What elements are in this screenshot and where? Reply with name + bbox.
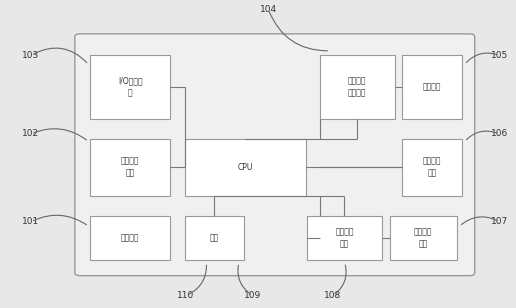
Text: 104: 104 — [260, 5, 277, 14]
Text: 101: 101 — [22, 217, 40, 226]
Text: 数据同步
匹配模块: 数据同步 匹配模块 — [348, 77, 366, 97]
FancyBboxPatch shape — [185, 139, 306, 196]
Text: 运动控制
单元: 运动控制 单元 — [335, 228, 353, 248]
FancyBboxPatch shape — [320, 55, 395, 119]
FancyBboxPatch shape — [307, 216, 382, 260]
Text: 105: 105 — [491, 51, 508, 60]
Text: 102: 102 — [22, 129, 40, 139]
Text: 伺服驱动
模块: 伺服驱动 模块 — [414, 228, 432, 248]
Text: 存储单元: 存储单元 — [423, 83, 441, 91]
FancyBboxPatch shape — [90, 55, 170, 119]
FancyBboxPatch shape — [75, 34, 475, 276]
FancyBboxPatch shape — [90, 139, 170, 196]
Text: I/O接口模
块: I/O接口模 块 — [118, 77, 142, 97]
FancyBboxPatch shape — [90, 216, 170, 260]
FancyBboxPatch shape — [402, 139, 462, 196]
Text: 110: 110 — [177, 291, 195, 300]
Text: 视频接口
模块: 视频接口 模块 — [121, 157, 139, 177]
Text: 时钟: 时钟 — [210, 233, 219, 242]
Text: 通信接口
模块: 通信接口 模块 — [423, 157, 441, 177]
Text: 107: 107 — [491, 217, 508, 226]
Text: 109: 109 — [244, 291, 262, 300]
FancyBboxPatch shape — [402, 55, 462, 119]
FancyBboxPatch shape — [390, 216, 457, 260]
Text: CPU: CPU — [238, 163, 253, 172]
Text: 103: 103 — [22, 51, 40, 60]
Text: 108: 108 — [324, 291, 342, 300]
Text: 106: 106 — [491, 129, 508, 139]
FancyBboxPatch shape — [185, 216, 244, 260]
Text: 电源模块: 电源模块 — [121, 233, 139, 242]
